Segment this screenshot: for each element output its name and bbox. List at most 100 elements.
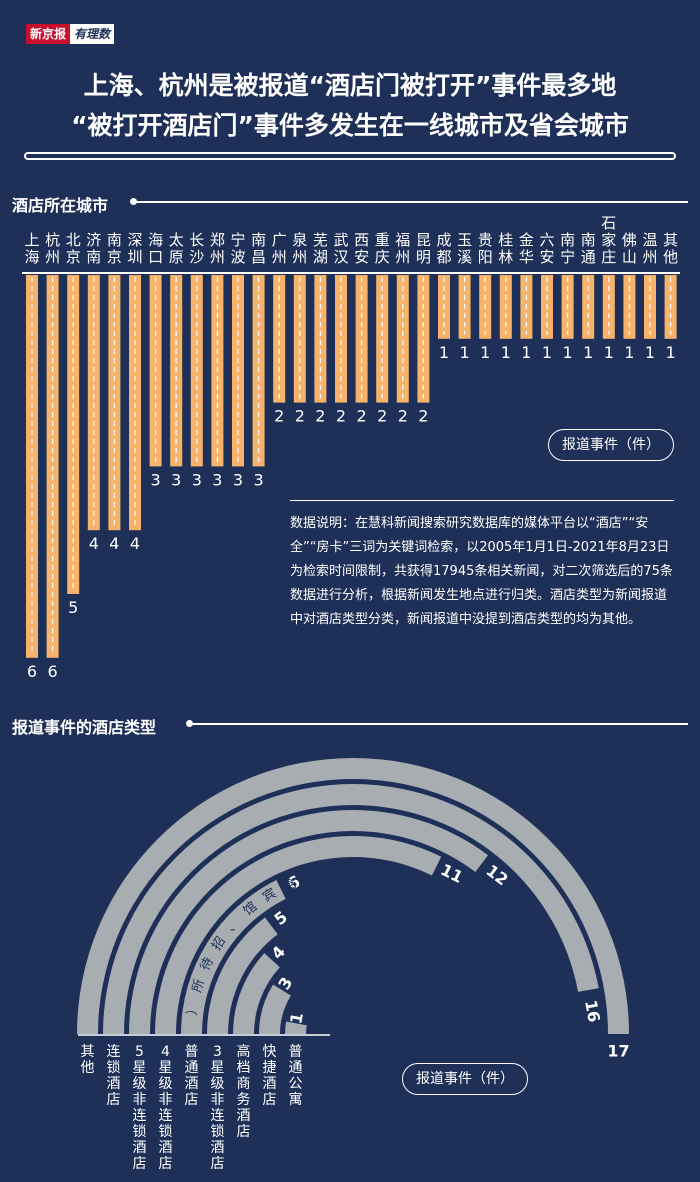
city-label-char: 京	[107, 248, 122, 266]
title-underline	[24, 152, 676, 160]
section-divider-dot	[186, 720, 193, 727]
city-bar-value: 1	[666, 343, 676, 362]
hotel-type-arc	[259, 984, 291, 1034]
hotel-type-value: 12	[482, 861, 511, 890]
city-bar-value: 3	[212, 470, 222, 489]
hotel-type-label-char: 锁	[133, 1124, 147, 1140]
hotel-type-arc	[285, 1021, 307, 1034]
hotel-type-radial-chart: 17其他16连锁酒店125星级非连锁酒店114星级非连锁酒店6普通酒店（含宾馆、…	[77, 758, 630, 1172]
hotel-type-label-char: 店	[133, 1156, 147, 1172]
hotel-type-value: 16	[581, 998, 604, 1023]
city-bar	[335, 275, 347, 403]
city-bar-value: 2	[398, 407, 408, 426]
city-bar-value: 1	[645, 343, 655, 362]
city-bar-value: 2	[418, 407, 428, 426]
city-label-char: 上	[24, 231, 39, 249]
city-bar	[314, 275, 327, 403]
city-label-char: 温	[642, 231, 657, 249]
hotel-type-label-char: 酒	[133, 1140, 147, 1156]
section-title-hotel-type: 报道事件的酒店类型	[12, 718, 157, 737]
hotel-type-label-char: 酒	[107, 1076, 121, 1092]
city-label-char: 济	[86, 231, 101, 249]
hotel-type-label-char: 酒	[159, 1140, 173, 1156]
city-label-char: 其	[663, 231, 678, 249]
hotel-type-label-char: 他	[81, 1060, 95, 1076]
city-bar-value: 2	[295, 407, 305, 426]
city-bar-value: 3	[254, 470, 264, 489]
city-label-char: 京	[66, 248, 81, 266]
city-label-char: 安	[539, 248, 554, 266]
hotel-type-value: 5	[271, 907, 291, 929]
hotel-type-label-char: 店	[263, 1092, 277, 1108]
city-label-char: 成	[436, 231, 451, 249]
hotel-type-label-char: 寓	[289, 1091, 303, 1108]
city-label-char: 金	[519, 231, 534, 249]
hotel-type-label-char: 快	[263, 1044, 277, 1060]
hotel-type-label-char: 星	[211, 1060, 225, 1076]
hotel-type-label-char: 酒	[237, 1108, 251, 1124]
city-bar-value: 1	[501, 343, 511, 362]
hotel-type-value: 1	[286, 1011, 307, 1025]
city-bar-chart: 上海6杭州6北京5济南4南京4深圳4海口3太原3长沙3郑州3宁波3南昌3广州2泉…	[22, 214, 680, 681]
hotel-type-arc	[129, 810, 488, 1034]
city-label-char: 沙	[189, 248, 204, 266]
hotel-type-label-char: 店	[211, 1156, 225, 1172]
city-label-char: 深	[127, 231, 142, 249]
hotel-type-label-char: 普	[289, 1044, 303, 1060]
city-bar-value: 1	[563, 343, 573, 362]
city-bar-value: 2	[377, 407, 387, 426]
city-bar-value: 4	[109, 534, 119, 553]
city-bar-value: 5	[68, 598, 78, 617]
hotel-type-label-char: 店	[159, 1156, 173, 1172]
city-label-char: 口	[148, 248, 163, 266]
city-bar	[376, 275, 389, 403]
hotel-type-label-char: 锁	[159, 1124, 173, 1140]
city-label-char: 南	[86, 248, 101, 266]
hotel-type-label-char: 通	[289, 1060, 303, 1076]
city-chart-unit-label: 报道事件（件）	[548, 429, 674, 461]
city-bar-value: 3	[233, 470, 243, 489]
hotel-type-label-char: 捷	[263, 1060, 277, 1076]
city-label-char: 州	[45, 248, 60, 266]
hotel-type-arc	[181, 880, 286, 1034]
hotel-type-label-char: 酒	[185, 1076, 199, 1092]
city-bar-value: 1	[460, 343, 470, 362]
hotel-type-label-char: 非	[133, 1092, 147, 1108]
city-label-char: 南	[560, 231, 575, 249]
hotel-type-label-char: 高	[237, 1043, 251, 1060]
city-label-char: 汉	[333, 248, 348, 266]
city-label-char: 郑	[210, 231, 225, 249]
city-label-char: 杭	[45, 231, 60, 249]
city-bar-value: 6	[27, 662, 37, 681]
city-label-char: 武	[333, 231, 348, 249]
city-label-char: 南	[107, 231, 122, 249]
city-bar-value: 3	[151, 470, 161, 489]
hotel-type-label-char: 其	[81, 1044, 95, 1060]
city-bar	[396, 275, 409, 403]
hotel-type-label-char: 商	[237, 1076, 251, 1092]
hotel-type-label-char: 普	[185, 1044, 199, 1060]
city-label-char: 贵	[478, 231, 493, 249]
city-bar-value: 1	[604, 343, 614, 362]
city-label-char: 明	[416, 248, 431, 266]
city-label-char: 长	[189, 231, 204, 249]
city-bar-value: 1	[624, 343, 634, 362]
hotel-type-label-char: 星	[159, 1060, 173, 1076]
city-label-char: 佛	[622, 231, 637, 249]
hotel-type-label-char: 锁	[107, 1060, 121, 1076]
city-label-char: 通	[581, 248, 596, 266]
city-bar-value: 4	[130, 534, 140, 553]
hotel-type-label-char: 店	[107, 1092, 121, 1108]
city-label-char: 州	[210, 248, 225, 266]
city-bar	[417, 275, 430, 403]
note-divider	[290, 500, 674, 501]
section-divider-line	[192, 723, 688, 725]
city-label-char: 广	[272, 231, 287, 249]
data-note: 数据说明：在慧科新闻搜索研究数据库的媒体平台以“酒店”“安全”“房卡”三词为关键…	[290, 516, 673, 627]
hotel-type-annotation-char: 所	[190, 977, 208, 994]
hotel-type-arc	[233, 953, 280, 1034]
city-bar-value: 1	[480, 343, 490, 362]
city-label-char: 庆	[375, 248, 390, 266]
city-bar	[129, 275, 141, 531]
